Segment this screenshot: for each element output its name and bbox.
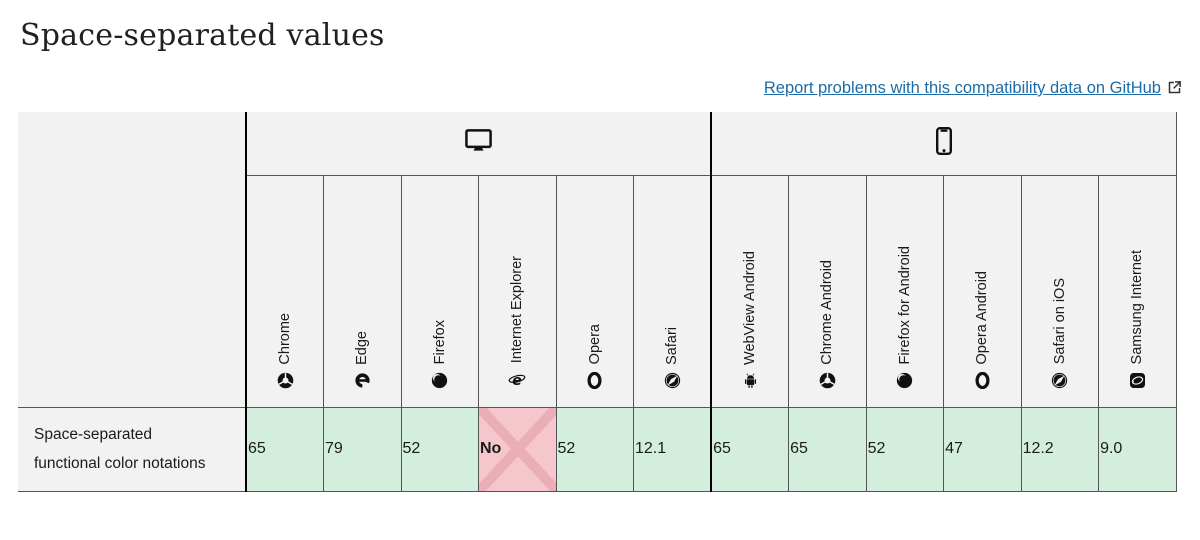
browser-column-internet-explorer: Internet Explorer e	[478, 174, 557, 408]
browser-column-safari-ios: Safari on iOS	[1020, 174, 1100, 408]
chrome-icon	[277, 372, 294, 389]
browser-column-opera: Opera	[555, 174, 634, 408]
feature-label: Space-separated functional color notatio…	[34, 425, 206, 472]
support-cell-webview-android[interactable]: 65	[710, 406, 790, 492]
browser-compat-table: Chrome Edge Firefox Internet Explorer e …	[18, 112, 1177, 492]
internet-explorer-icon: e	[508, 371, 526, 389]
browser-column-chrome: Chrome	[245, 174, 324, 408]
support-cell-internet-explorer[interactable]: No	[478, 406, 557, 492]
corner-cell	[18, 112, 247, 408]
firefox-icon	[431, 372, 448, 389]
report-problems-row: Report problems with this compatibility …	[18, 79, 1182, 100]
support-cell-chrome-android[interactable]: 65	[788, 406, 867, 492]
support-cell-opera-android[interactable]: 47	[943, 406, 1022, 492]
support-cell-firefox-android[interactable]: 52	[865, 406, 945, 492]
table-row: Space-separated functional color notatio…	[18, 406, 1177, 492]
opera-icon	[586, 371, 603, 389]
support-cell-firefox[interactable]: 52	[400, 406, 479, 492]
browser-column-opera-android: Opera Android	[943, 174, 1022, 408]
support-cell-opera[interactable]: 52	[555, 406, 634, 492]
browser-column-firefox-android: Firefox for Android	[865, 174, 945, 408]
svg-text:e: e	[512, 372, 522, 388]
browser-column-safari: Safari	[633, 174, 712, 408]
opera-icon	[974, 371, 991, 389]
support-cell-edge[interactable]: 79	[323, 406, 402, 492]
external-link-icon	[1167, 80, 1182, 99]
safari-icon	[664, 372, 681, 389]
android-icon	[742, 372, 759, 389]
support-cell-chrome[interactable]: 65	[245, 406, 324, 492]
browser-column-chrome-android: Chrome Android	[788, 174, 867, 408]
page-title: Space-separated values	[20, 18, 385, 53]
chrome-icon	[819, 372, 836, 389]
support-cell-safari[interactable]: 12.1	[633, 406, 712, 492]
samsung-internet-icon	[1129, 372, 1146, 389]
mobile-icon	[935, 126, 952, 155]
desktop-icon	[465, 129, 492, 152]
platform-desktop-header	[244, 112, 712, 176]
browser-column-webview-android: WebView Android	[710, 174, 790, 408]
browser-column-firefox: Firefox	[400, 174, 479, 408]
browser-column-samsung-internet: Samsung Internet	[1098, 174, 1177, 408]
support-cell-safari-ios[interactable]: 12.2	[1020, 406, 1100, 492]
firefox-icon	[896, 372, 913, 389]
feature-label-cell: Space-separated functional color notatio…	[18, 406, 247, 492]
content: Space-separated values Report problems w…	[0, 18, 1200, 492]
report-problems-link[interactable]: Report problems with this compatibility …	[763, 79, 1161, 97]
browser-column-edge: Edge	[323, 174, 402, 408]
platform-mobile-header	[710, 112, 1177, 176]
safari-icon	[1051, 372, 1068, 389]
edge-icon	[354, 372, 371, 389]
support-cell-samsung-internet[interactable]: 9.0	[1098, 406, 1177, 492]
